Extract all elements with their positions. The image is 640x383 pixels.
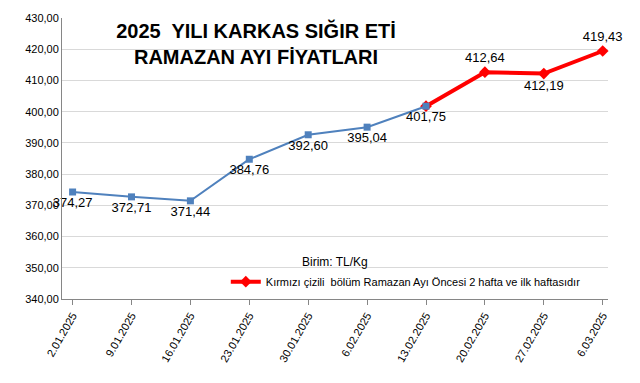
svg-text:13.02.2025: 13.02.2025 <box>395 310 433 364</box>
svg-text:2.01.2025: 2.01.2025 <box>44 310 79 358</box>
svg-text:401,75: 401,75 <box>406 109 446 124</box>
svg-text:371,44: 371,44 <box>171 204 211 219</box>
svg-text:20.02.2025: 20.02.2025 <box>453 310 491 364</box>
svg-text:380,00: 380,00 <box>25 168 59 180</box>
svg-text:340,00: 340,00 <box>25 293 59 305</box>
svg-text:23.01.2025: 23.01.2025 <box>218 310 256 364</box>
svg-text:16.01.2025: 16.01.2025 <box>159 310 197 364</box>
svg-text:412,19: 412,19 <box>524 78 564 93</box>
svg-text:419,43: 419,43 <box>583 29 623 44</box>
svg-text:30.01.2025: 30.01.2025 <box>277 310 315 364</box>
svg-text:350,00: 350,00 <box>25 262 59 274</box>
svg-text:6.02.2025: 6.02.2025 <box>339 310 374 358</box>
svg-text:410,00: 410,00 <box>25 74 59 86</box>
svg-text:390,00: 390,00 <box>25 137 59 149</box>
svg-text:372,71: 372,71 <box>112 200 152 215</box>
svg-text:Birim: TL/Kg: Birim: TL/Kg <box>302 255 368 269</box>
svg-text:2025 YILI KARKAS SIĞIR ETİRAM: 2025 YILI KARKAS SIĞIR ETİRAMAZAN AYI Fİ… <box>116 19 396 68</box>
svg-text:392,60: 392,60 <box>288 138 328 153</box>
svg-text:9.01.2025: 9.01.2025 <box>103 310 138 358</box>
svg-text:400,00: 400,00 <box>25 106 59 118</box>
svg-text:360,00: 360,00 <box>25 230 59 242</box>
svg-text:384,76: 384,76 <box>229 162 269 177</box>
svg-text:Kırmızı çizili bölüm Ramazan: Kırmızı çizili bölüm Ramazan Ayı Öncesi … <box>266 276 580 288</box>
svg-text:412,64: 412,64 <box>465 50 505 65</box>
svg-text:6.03.2025: 6.03.2025 <box>574 310 609 358</box>
svg-text:27.02.2025: 27.02.2025 <box>512 310 550 364</box>
svg-text:430,00: 430,00 <box>25 12 59 24</box>
svg-text:420,00: 420,00 <box>25 43 59 55</box>
svg-text:370,00: 370,00 <box>25 199 59 211</box>
svg-text:374,27: 374,27 <box>53 195 93 210</box>
svg-text:395,04: 395,04 <box>347 130 387 145</box>
